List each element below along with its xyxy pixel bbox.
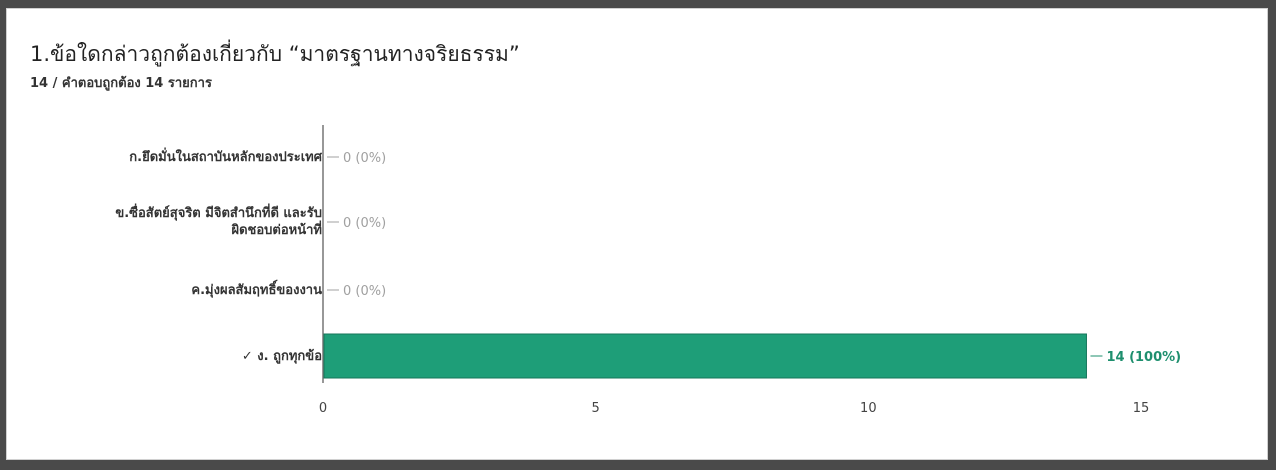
question-score: 14 / คำตอบถูกต้อง 14 รายการ: [30, 76, 212, 91]
value-label: 0 (0%): [343, 216, 386, 231]
question-title: 1.ข้อใดกล่าวถูกต้องเกี่ยวกับ “มาตรฐานทาง…: [30, 42, 520, 66]
category-label: ค.มุ่งผลสัมฤทธิ์ของงาน: [191, 282, 322, 299]
category-label-line: ✓ ง. ถูกทุกข้อ: [241, 348, 322, 364]
question-card: [6, 8, 1268, 460]
category-label: ข.ซื่อสัตย์สุจริต มีจิตสำนึกที่ดี และรับ…: [115, 205, 322, 239]
bar: [323, 333, 1087, 379]
category-label: ✓ ง. ถูกทุกข้อ: [242, 348, 322, 365]
category-label: ก.ยึดมั่นในสถาบันหลักของประเทศ: [129, 149, 322, 166]
value-label: 0 (0%): [343, 151, 386, 166]
x-tick-label: 15: [1133, 401, 1150, 416]
value-label: 0 (0%): [343, 284, 386, 299]
x-tick-label: 10: [860, 401, 877, 416]
category-label-line: ค.มุ่งผลสัมฤทธิ์ของงาน: [191, 282, 322, 298]
category-label-line: ข.ซื่อสัตย์สุจริต มีจิตสำนึกที่ดี และรับ: [115, 206, 322, 221]
category-label-line: ก.ยึดมั่นในสถาบันหลักของประเทศ: [129, 149, 322, 165]
x-tick-label: 5: [592, 401, 600, 416]
value-label: 14 (100%): [1106, 350, 1181, 365]
category-label-line: ผิดชอบต่อหน้าที่: [231, 223, 322, 238]
x-tick-label: 0: [319, 401, 327, 416]
